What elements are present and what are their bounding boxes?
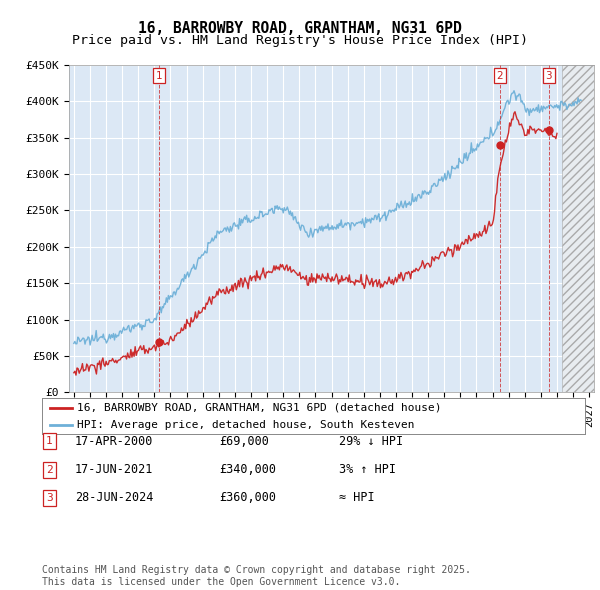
- Text: HPI: Average price, detached house, South Kesteven: HPI: Average price, detached house, Sout…: [77, 420, 415, 430]
- Text: 17-JUN-2021: 17-JUN-2021: [75, 463, 154, 476]
- Bar: [562, 65, 594, 392]
- Text: Price paid vs. HM Land Registry's House Price Index (HPI): Price paid vs. HM Land Registry's House …: [72, 34, 528, 47]
- Text: 16, BARROWBY ROAD, GRANTHAM, NG31 6PD: 16, BARROWBY ROAD, GRANTHAM, NG31 6PD: [138, 21, 462, 35]
- Text: 2: 2: [497, 71, 503, 81]
- Text: 29% ↓ HPI: 29% ↓ HPI: [339, 435, 403, 448]
- Text: 17-APR-2000: 17-APR-2000: [75, 435, 154, 448]
- Text: 16, BARROWBY ROAD, GRANTHAM, NG31 6PD (detached house): 16, BARROWBY ROAD, GRANTHAM, NG31 6PD (d…: [77, 403, 442, 413]
- Text: 3: 3: [545, 71, 552, 81]
- Text: 1: 1: [156, 71, 163, 81]
- Text: 2: 2: [46, 465, 53, 474]
- Text: 28-JUN-2024: 28-JUN-2024: [75, 491, 154, 504]
- Text: 3% ↑ HPI: 3% ↑ HPI: [339, 463, 396, 476]
- Text: 1: 1: [46, 437, 53, 446]
- Text: ≈ HPI: ≈ HPI: [339, 491, 374, 504]
- Text: Contains HM Land Registry data © Crown copyright and database right 2025.
This d: Contains HM Land Registry data © Crown c…: [42, 565, 471, 587]
- Text: £69,000: £69,000: [219, 435, 269, 448]
- Text: 3: 3: [46, 493, 53, 503]
- Text: £360,000: £360,000: [219, 491, 276, 504]
- Text: £340,000: £340,000: [219, 463, 276, 476]
